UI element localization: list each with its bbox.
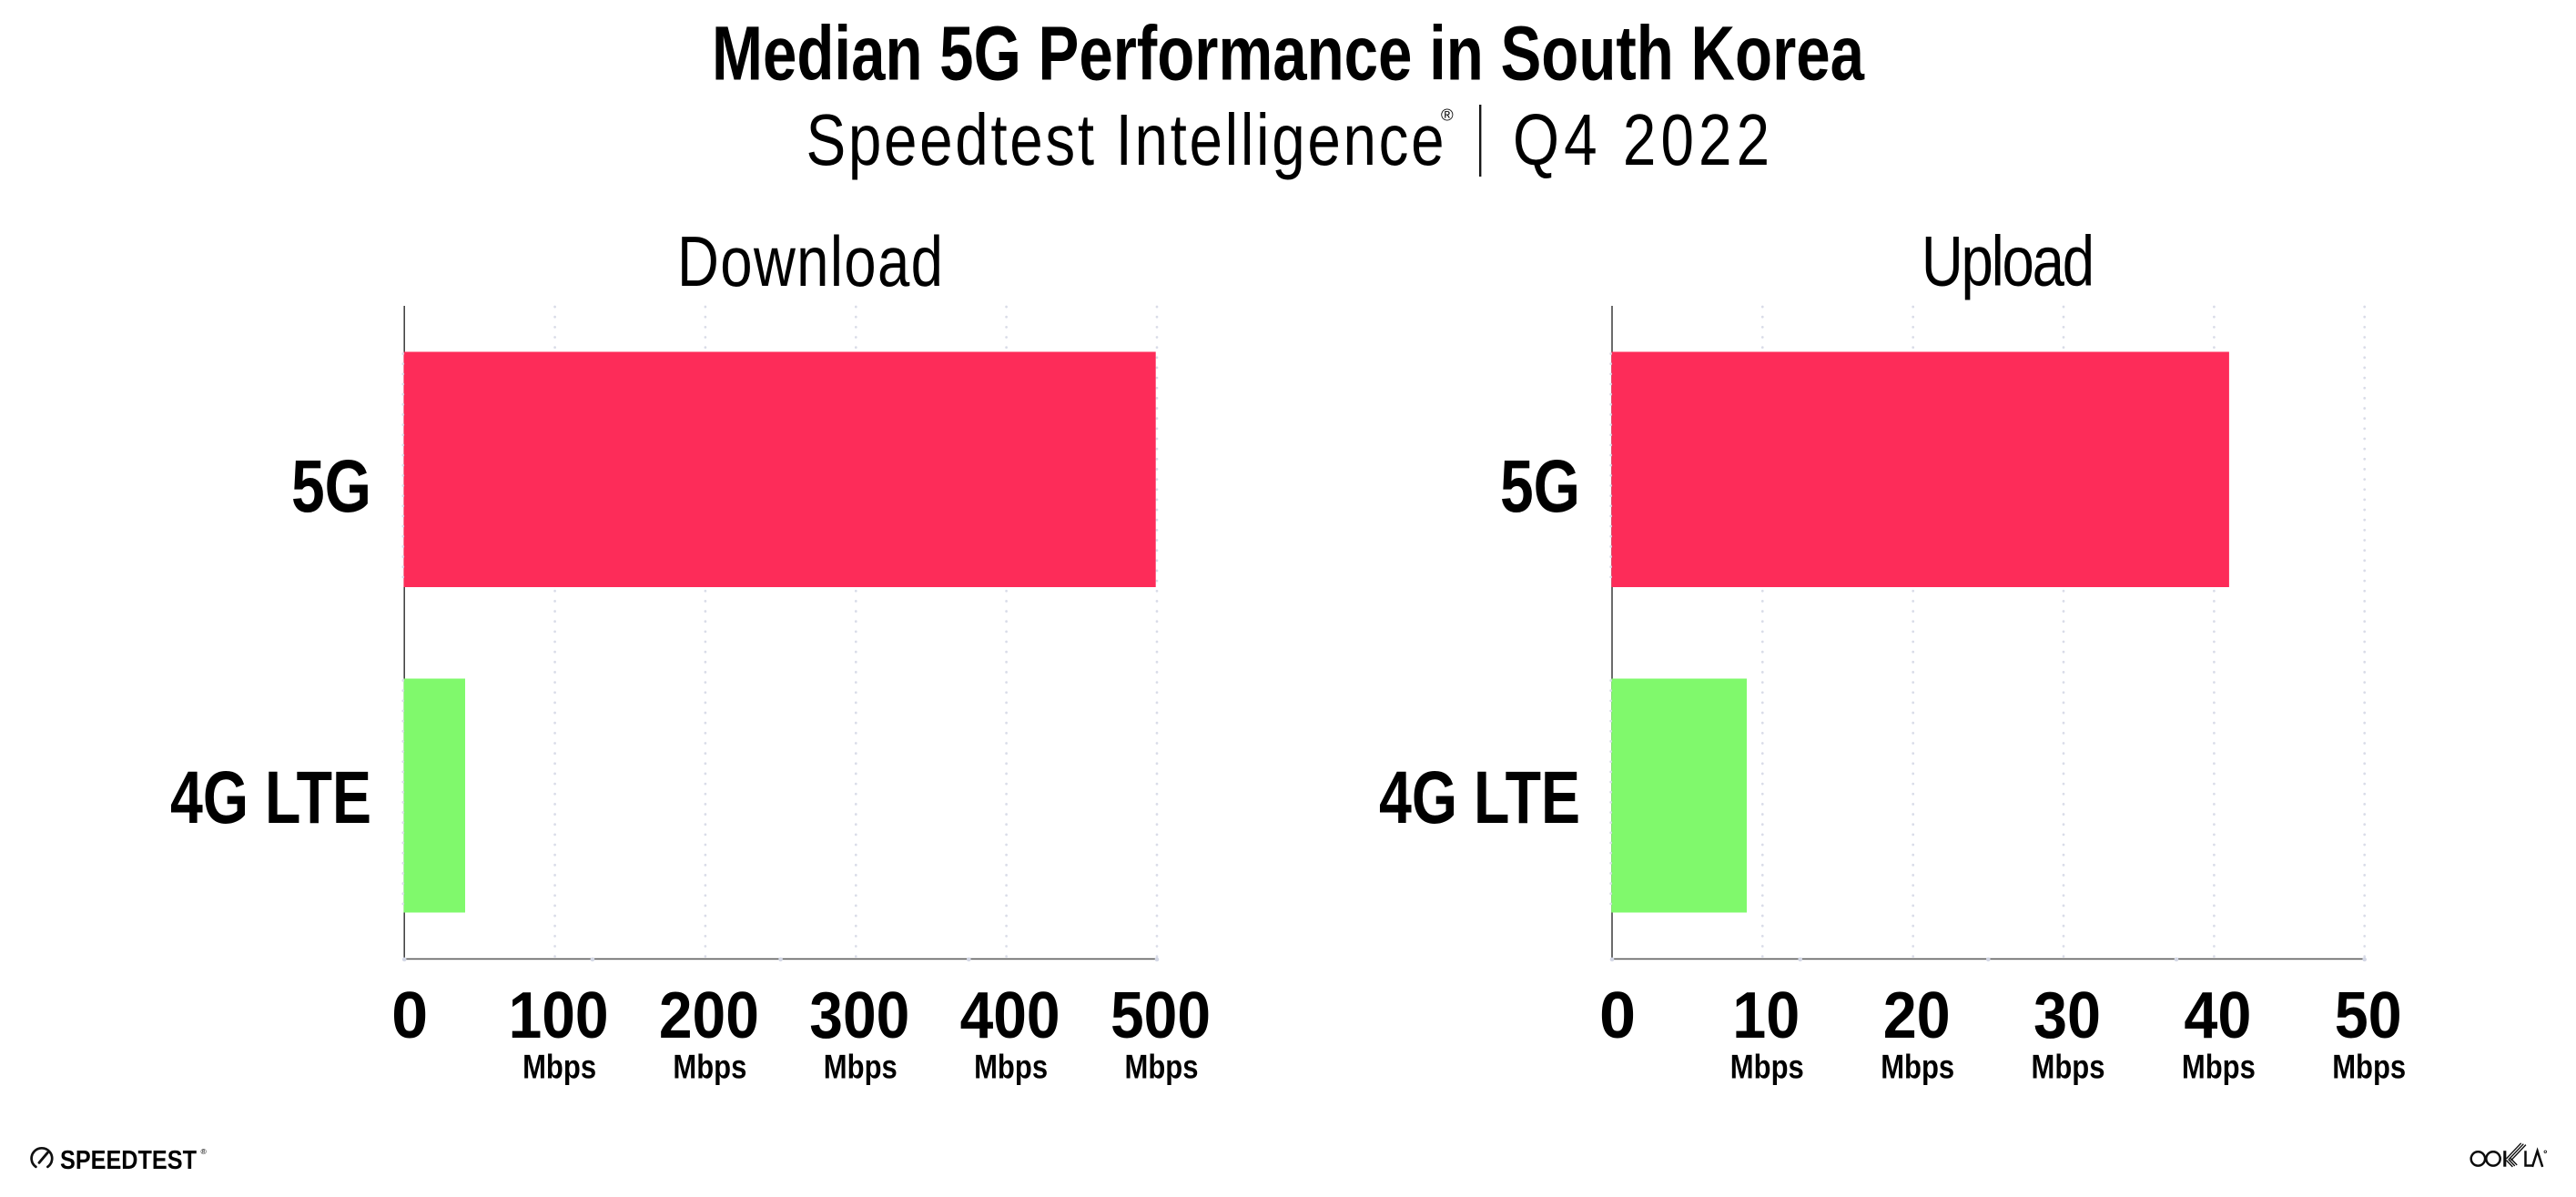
svg-text:®: ® [201,1147,208,1156]
svg-text:5G: 5G [291,445,371,528]
svg-text:®: ® [1441,106,1454,125]
svg-text:5G: 5G [1500,445,1580,528]
svg-text:30: 30 [2033,979,2101,1052]
svg-text:500: 500 [1111,979,1211,1052]
svg-text:Mbps: Mbps [1730,1048,1804,1086]
svg-text:40: 40 [2184,979,2251,1052]
svg-text:Mbps: Mbps [2182,1048,2256,1086]
svg-text:20: 20 [1883,979,1951,1052]
svg-text:Median 5G Performance in South: Median 5G Performance in South Korea [712,10,1865,96]
svg-text:Mbps: Mbps [824,1048,898,1086]
svg-text:Download: Download [677,223,943,301]
svg-text:Speedtest Intelligence: Speedtest Intelligence [806,99,1445,181]
svg-text:Mbps: Mbps [1881,1048,1954,1086]
svg-text:4G LTE: 4G LTE [170,756,371,839]
svg-text:50: 50 [2335,979,2402,1052]
svg-text:Q4 2022: Q4 2022 [1513,99,1770,181]
svg-text:4G LTE: 4G LTE [1379,756,1580,839]
svg-text:Mbps: Mbps [974,1048,1048,1086]
svg-text:SPEEDTEST: SPEEDTEST [60,1146,198,1175]
svg-text:400: 400 [960,979,1060,1052]
svg-text:0: 0 [391,979,428,1052]
svg-text:Mbps: Mbps [1125,1048,1199,1086]
svg-text:10: 10 [1732,979,1800,1052]
svg-text:Upload: Upload [1922,223,2094,301]
svg-text:100: 100 [509,979,609,1052]
svg-text:300: 300 [809,979,909,1052]
svg-text:Mbps: Mbps [2332,1048,2406,1086]
svg-text:Mbps: Mbps [673,1048,746,1086]
svg-text:Mbps: Mbps [2032,1048,2105,1086]
svg-text:Mbps: Mbps [522,1048,596,1086]
svg-text:200: 200 [659,979,759,1052]
svg-text:0: 0 [1599,979,1636,1052]
